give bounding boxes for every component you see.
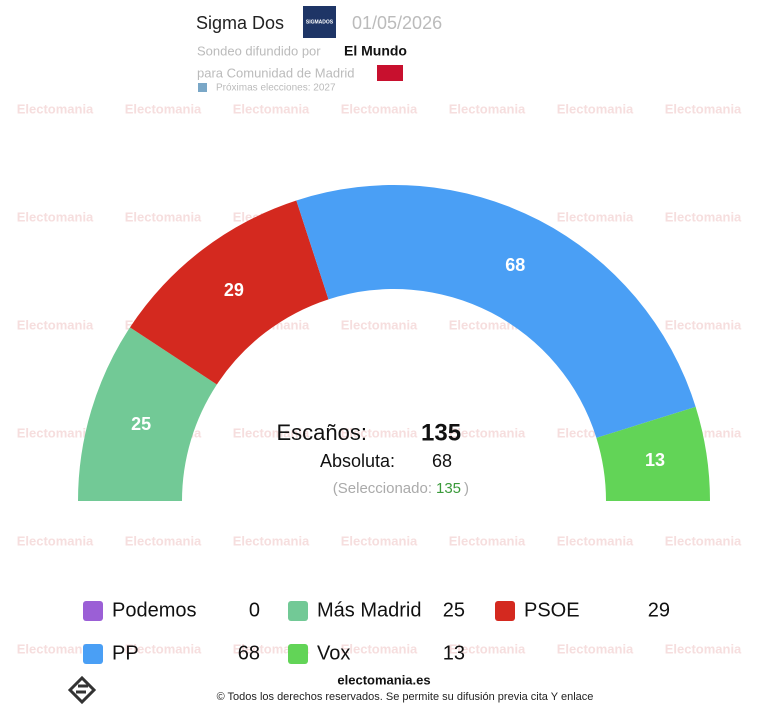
watermark: Electomania	[125, 101, 202, 116]
watermark: Electomania	[449, 641, 526, 656]
legend-name: Vox	[317, 642, 350, 664]
published-by: Sondeo difundido por	[197, 43, 321, 58]
watermark: Electomania	[557, 533, 634, 548]
watermark: Electomania	[17, 209, 94, 224]
watermark: Electomania	[17, 641, 94, 656]
watermark: Electomania	[233, 533, 310, 548]
legend-value: 29	[648, 599, 670, 621]
legend-icon	[288, 601, 308, 621]
pollster-logo-box	[303, 6, 336, 38]
legend-icon	[495, 601, 515, 621]
seats-label: Escaños:	[277, 420, 368, 445]
watermark: Electomania	[557, 101, 634, 116]
seat-segment	[129, 200, 329, 385]
watermark: Electomania	[17, 533, 94, 548]
watermark: Electomania	[665, 641, 742, 656]
watermark: Electomania	[341, 101, 418, 116]
segment-label: 29	[224, 280, 244, 300]
legend-icon	[83, 644, 103, 664]
watermark: Electomania	[665, 101, 742, 116]
region: para Comunidad de Madrid	[197, 65, 355, 80]
ballot-icon	[198, 83, 207, 92]
footer-logo	[67, 675, 97, 705]
legend-value: 68	[238, 642, 260, 664]
watermark: Electomania	[449, 101, 526, 116]
majority: 68	[432, 451, 452, 471]
legend-name: PSOE	[524, 599, 580, 621]
watermark: Electomania	[665, 209, 742, 224]
watermark: Electomania	[233, 101, 310, 116]
watermark: Electomania	[125, 533, 202, 548]
watermark: Electomania	[557, 209, 634, 224]
publisher: El Mundo	[344, 43, 407, 59]
legend-icon	[288, 644, 308, 664]
poll-date: 01/05/2026	[352, 13, 442, 33]
watermark: Electomania	[125, 641, 202, 656]
watermark: Electomania	[17, 317, 94, 332]
watermark: Electomania	[17, 101, 94, 116]
pollster: Sigma Dos	[196, 13, 284, 33]
legend-name: Podemos	[112, 599, 197, 621]
legend-name: Más Madrid	[317, 599, 421, 621]
watermark: Electomania	[233, 425, 310, 440]
selected-label: (Seleccionado:	[333, 480, 432, 497]
footer-site: electomania.es	[337, 672, 430, 687]
legend-value: 13	[443, 642, 465, 664]
watermark: Electomania	[665, 533, 742, 548]
seat-segment	[596, 406, 710, 501]
watermark: Electomania	[449, 533, 526, 548]
majority-label: Absoluta:	[320, 451, 395, 471]
hemicycle: 25 29 68 13	[78, 184, 710, 501]
legend: Podemos 0 Más Madrid 25 PSOE 29 PP 68 Vox 13	[83, 599, 670, 664]
pollster-logo: SIGMADOS	[306, 19, 334, 25]
watermark: Electomania	[17, 425, 94, 440]
legend-name: PP	[112, 642, 139, 664]
selected: 135	[436, 480, 461, 497]
watermark: Electomania	[341, 425, 418, 440]
watermark: Electomania	[665, 317, 742, 332]
watermark: Electomania	[557, 641, 634, 656]
watermark: Electomania	[341, 641, 418, 656]
next-election: Próximas elecciones: 2027	[216, 83, 336, 94]
segment-label: 68	[505, 255, 525, 275]
watermark: Electomania	[341, 533, 418, 548]
legend-icon	[83, 601, 103, 621]
watermark: Electomania	[125, 209, 202, 224]
watermark: Electomania	[341, 317, 418, 332]
copyright: © Todos los derechos reservados. Se perm…	[217, 691, 594, 703]
legend-value: 25	[443, 599, 465, 621]
selected-close: )	[464, 480, 469, 497]
segment-label: 25	[131, 414, 151, 434]
region-flag	[377, 65, 403, 81]
segment-label: 13	[645, 450, 665, 470]
watermark: Electomania	[449, 425, 526, 440]
seat-segment	[78, 327, 217, 501]
seat-segment	[296, 184, 696, 438]
seats-total: 135	[421, 419, 461, 446]
legend-value: 0	[249, 599, 260, 621]
